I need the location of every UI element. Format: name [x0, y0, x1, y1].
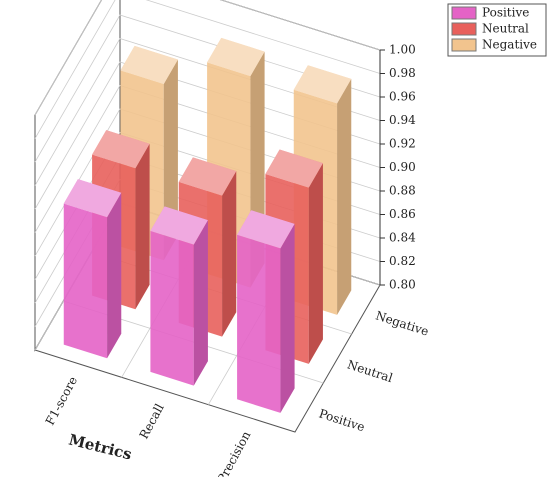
bar-side-shade	[280, 223, 295, 413]
bar-side-shade	[107, 192, 122, 359]
y-tick-label: 0.94	[389, 113, 416, 127]
bar-top	[63, 179, 122, 218]
grid-line	[34, 14, 381, 163]
y-tick-label: 0.84	[389, 231, 416, 245]
bar-top	[207, 37, 265, 77]
bar-side-shade	[193, 220, 208, 386]
bar-side	[280, 223, 295, 413]
depth-tick-label: Positive	[317, 406, 366, 434]
bar-side	[337, 78, 352, 315]
bar-side	[135, 143, 150, 310]
bar-top-light	[293, 65, 352, 104]
bar-front	[150, 230, 194, 386]
bar-top-light	[207, 37, 265, 77]
bar-top	[265, 149, 323, 188]
y-tick-label: 0.98	[389, 66, 416, 80]
bar-top	[92, 130, 150, 169]
y-tick-label: 0.86	[389, 207, 416, 221]
y-tick-label: 0.82	[389, 254, 416, 268]
x-tick-label: Precision	[215, 429, 254, 477]
legend-swatch	[451, 6, 477, 20]
bar-top	[237, 210, 295, 249]
bar-top-light	[237, 210, 295, 249]
bar-side	[308, 163, 323, 364]
grid-line	[34, 85, 381, 233]
grid-line	[34, 0, 381, 116]
bar-top-light	[178, 157, 237, 196]
bar	[150, 206, 208, 386]
x-axis-title: Metrics	[67, 431, 134, 464]
bar-top-light	[150, 206, 208, 245]
bar-side	[107, 192, 122, 359]
y-tick-label: 0.80	[389, 278, 416, 292]
y-tick-label: 0.92	[389, 137, 416, 151]
bar-side-shade	[308, 163, 323, 364]
legend-label: Neutral	[482, 22, 529, 36]
bar-top-light	[265, 149, 323, 188]
bar	[63, 179, 122, 359]
bar-side-shade	[135, 143, 150, 310]
bar-side-shade	[337, 78, 352, 315]
y-tick-label: 0.90	[389, 160, 416, 174]
bar-top-light	[120, 45, 178, 84]
bar-front	[63, 203, 108, 359]
bar-side	[193, 220, 208, 386]
bar-top	[150, 206, 208, 245]
grid-line	[34, 38, 381, 186]
bar-top	[120, 45, 178, 84]
legend-label: Positive	[482, 6, 529, 20]
x-tick-label: F1-score	[43, 374, 80, 427]
bar-side	[222, 171, 237, 337]
legend-label: Negative	[482, 38, 537, 52]
depth-tick-label: Negative	[374, 308, 431, 338]
x-tick-label: Recall	[137, 401, 167, 441]
y-tick-label: 0.96	[389, 90, 416, 104]
bar-side-shade	[222, 171, 237, 337]
bar-top-light	[92, 130, 150, 169]
legend-swatch	[451, 22, 477, 36]
grid-line	[34, 61, 381, 210]
bar-front	[237, 234, 281, 413]
bar-top	[178, 157, 237, 196]
y-tick-label: 1.00	[389, 43, 416, 57]
y-tick-label: 0.88	[389, 184, 416, 198]
grid-line	[34, 0, 381, 139]
depth-tick-label: Neutral	[345, 357, 394, 385]
bar	[237, 210, 295, 413]
bar-top-light	[63, 179, 122, 218]
legend-swatch	[451, 38, 477, 52]
bar-top	[293, 65, 352, 104]
